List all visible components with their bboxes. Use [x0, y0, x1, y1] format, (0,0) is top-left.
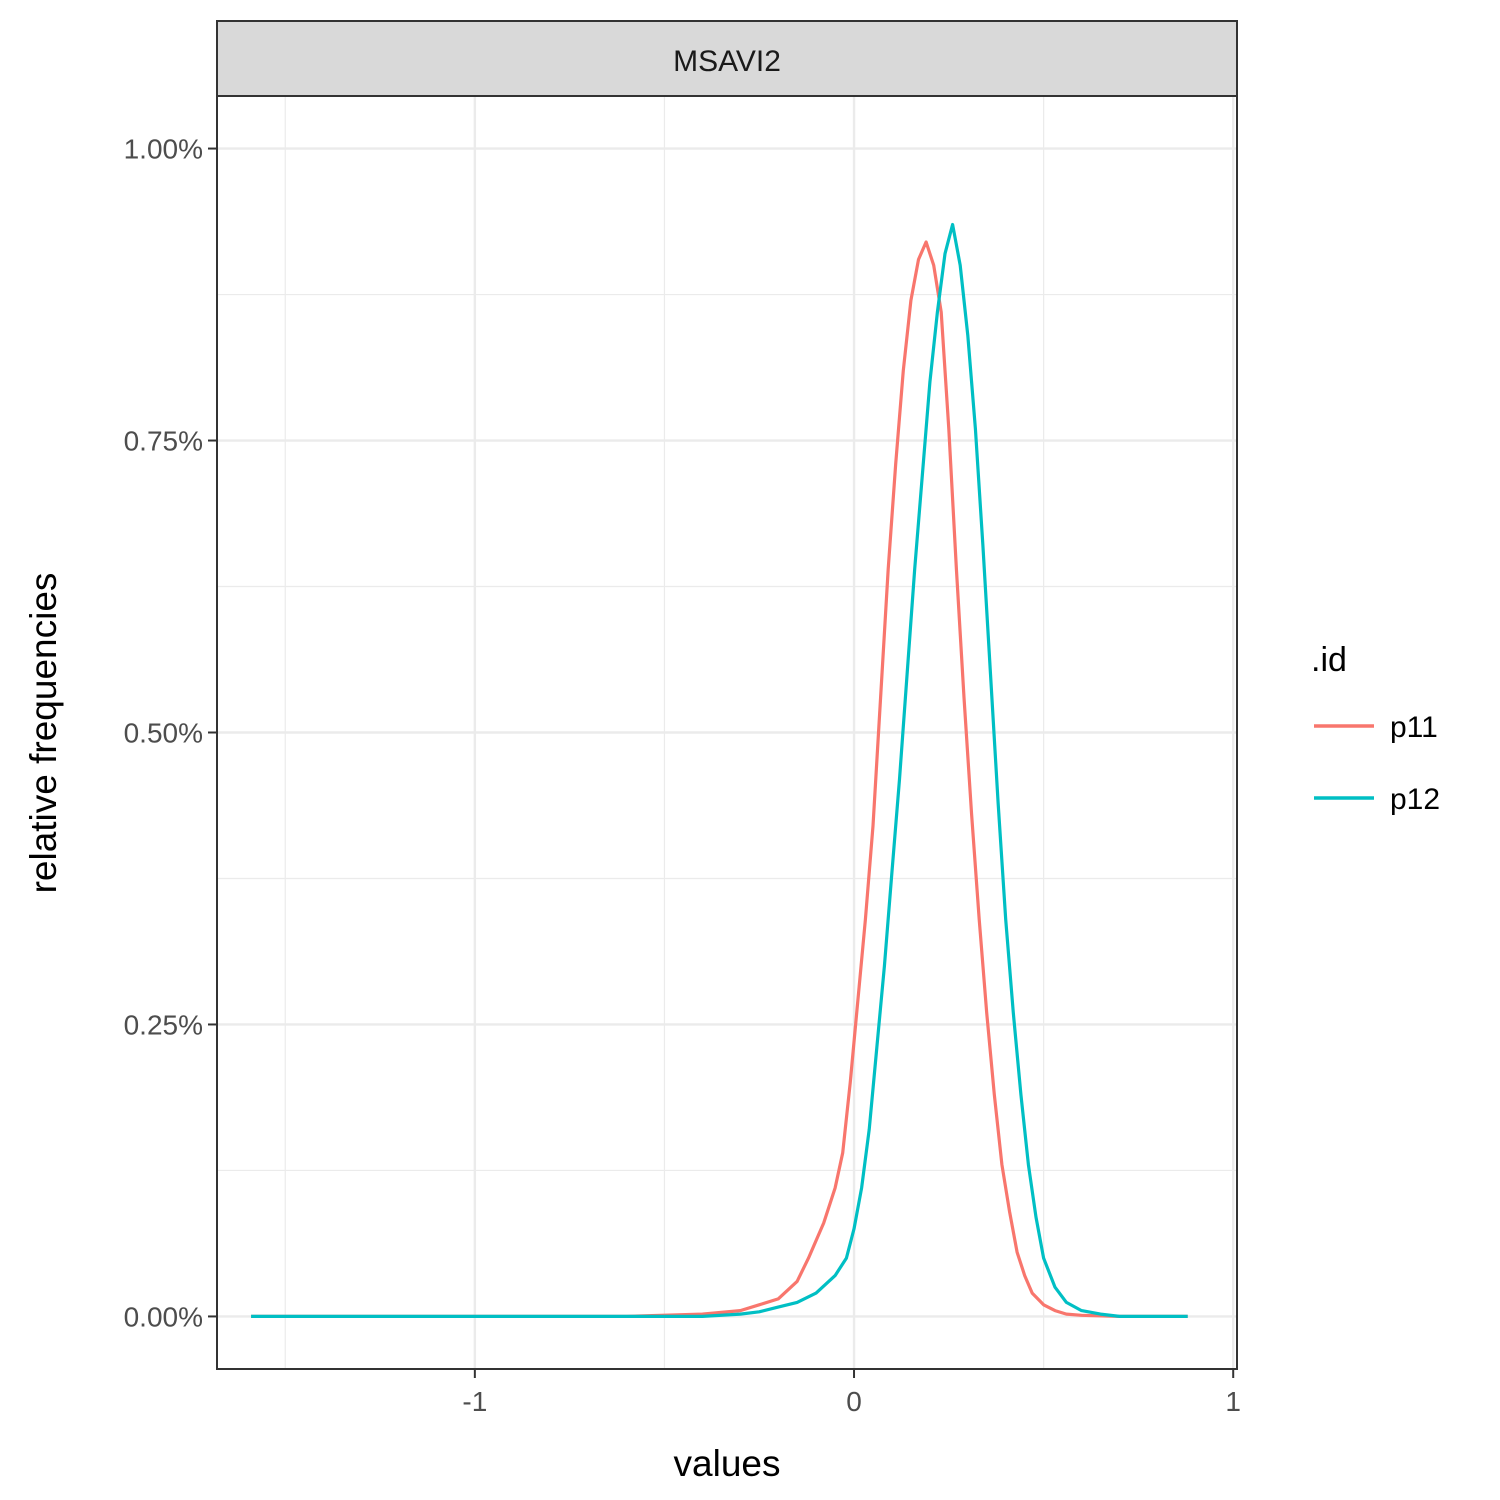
y-tick-label: 1.00%	[124, 134, 203, 165]
x-tick-label: 1	[1225, 1386, 1241, 1417]
legend-label-p11: p11	[1390, 711, 1438, 744]
x-axis-title: values	[674, 1443, 781, 1484]
y-tick-label: 0.75%	[124, 426, 203, 457]
legend: .id p11 p12	[1311, 641, 1440, 816]
legend-title: .id	[1311, 641, 1347, 679]
legend-label-p12: p12	[1390, 783, 1440, 816]
x-tick-label: -1	[462, 1386, 487, 1417]
series-layer	[251, 222, 1188, 1318]
legend-item-p11: p11	[1314, 711, 1438, 744]
grid-major	[217, 96, 1237, 1369]
legend-item-p12: p12	[1314, 783, 1440, 816]
x-axis: -1 0 1	[462, 1369, 1241, 1417]
facet-label: MSAVI2	[673, 45, 781, 78]
facet-strip	[216, 20, 1238, 97]
y-tick-label: 0.50%	[124, 718, 203, 749]
y-axis: 0.00% 0.25% 0.50% 0.75% 1.00%	[124, 134, 217, 1332]
series-line-p12	[251, 222, 1188, 1318]
series-line-p11	[251, 240, 1188, 1318]
y-tick-label: 0.00%	[124, 1301, 203, 1332]
x-tick-label: 0	[846, 1386, 862, 1417]
y-tick-label: 0.25%	[124, 1009, 203, 1040]
y-axis-title: relative frequencies	[23, 573, 64, 894]
